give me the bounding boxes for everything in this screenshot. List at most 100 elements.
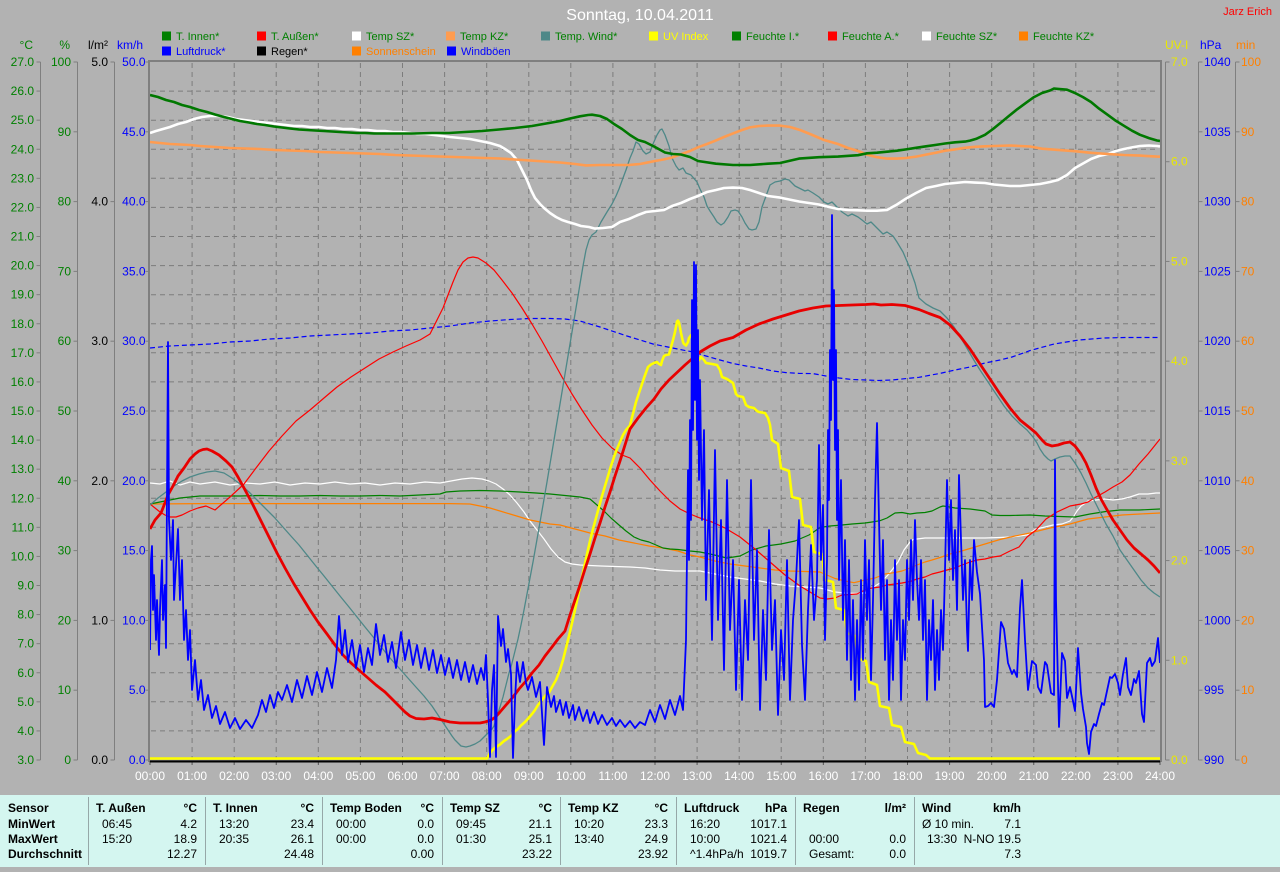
svg-text:%: % xyxy=(59,38,70,52)
svg-text:1000: 1000 xyxy=(1204,613,1231,627)
svg-text:02:00: 02:00 xyxy=(219,769,249,783)
svg-text:23:00: 23:00 xyxy=(1103,769,1133,783)
svg-text:0.0: 0.0 xyxy=(417,817,434,831)
svg-text:18:00: 18:00 xyxy=(892,769,922,783)
svg-text:12.27: 12.27 xyxy=(167,847,197,861)
svg-text:3.0: 3.0 xyxy=(1171,454,1188,468)
svg-text:01:00: 01:00 xyxy=(177,769,207,783)
svg-text:Feuchte KZ*: Feuchte KZ* xyxy=(1033,31,1095,43)
svg-text:4.0: 4.0 xyxy=(17,724,34,738)
svg-text:50: 50 xyxy=(58,404,72,418)
svg-text:10.0: 10.0 xyxy=(122,613,146,627)
svg-text:l/m²: l/m² xyxy=(885,801,906,815)
svg-text:1010: 1010 xyxy=(1204,474,1231,488)
svg-text:0.0: 0.0 xyxy=(417,832,434,846)
svg-text:90: 90 xyxy=(58,125,72,139)
svg-text:10: 10 xyxy=(1241,683,1255,697)
svg-text:3.0: 3.0 xyxy=(17,753,34,767)
svg-text:21.0: 21.0 xyxy=(11,230,35,244)
svg-text:min: min xyxy=(1236,38,1255,52)
svg-text:l/m²: l/m² xyxy=(88,38,108,52)
svg-text:26.1: 26.1 xyxy=(291,832,315,846)
svg-text:12:00: 12:00 xyxy=(640,769,670,783)
svg-text:Ø 10 min.: Ø 10 min. xyxy=(922,817,974,831)
svg-text:5.0: 5.0 xyxy=(129,683,146,697)
svg-text:00:00: 00:00 xyxy=(809,832,839,846)
svg-text:2.0: 2.0 xyxy=(91,474,108,488)
svg-text:30.0: 30.0 xyxy=(122,334,146,348)
svg-text:24.48: 24.48 xyxy=(284,847,314,861)
svg-text:0: 0 xyxy=(1241,753,1248,767)
svg-text:07:00: 07:00 xyxy=(430,769,460,783)
svg-text:7.3: 7.3 xyxy=(1004,847,1021,861)
svg-text:40.0: 40.0 xyxy=(122,195,146,209)
svg-text:MaxWert: MaxWert xyxy=(8,832,58,846)
svg-text:Temp SZ: Temp SZ xyxy=(450,801,500,815)
svg-text:UV-I: UV-I xyxy=(1165,38,1188,52)
svg-text:1017.1: 1017.1 xyxy=(750,817,787,831)
svg-text:26.0: 26.0 xyxy=(11,84,35,98)
svg-text:04:00: 04:00 xyxy=(303,769,333,783)
svg-text:19.0: 19.0 xyxy=(11,288,35,302)
svg-text:Feuchte A.*: Feuchte A.* xyxy=(842,31,900,43)
svg-text:4.2: 4.2 xyxy=(180,817,197,831)
svg-text:T. Innen: T. Innen xyxy=(213,801,258,815)
svg-text:Jarz Erich: Jarz Erich xyxy=(1223,6,1272,18)
svg-text:Wind: Wind xyxy=(922,801,951,815)
svg-text:20: 20 xyxy=(58,613,72,627)
svg-text:20.0: 20.0 xyxy=(122,474,146,488)
svg-text:25.0: 25.0 xyxy=(11,113,35,127)
svg-text:15.0: 15.0 xyxy=(122,544,146,558)
svg-text:1025: 1025 xyxy=(1204,264,1231,278)
svg-text:Temp KZ: Temp KZ xyxy=(568,801,618,815)
svg-text:17:00: 17:00 xyxy=(850,769,880,783)
svg-text:18.0: 18.0 xyxy=(11,317,35,331)
svg-text:990: 990 xyxy=(1204,753,1224,767)
svg-text:24.0: 24.0 xyxy=(11,142,35,156)
svg-text:10:00: 10:00 xyxy=(690,832,720,846)
svg-text:16:00: 16:00 xyxy=(808,769,838,783)
svg-text:19:00: 19:00 xyxy=(935,769,965,783)
svg-text:Feuchte I.*: Feuchte I.* xyxy=(746,31,800,43)
svg-text:23.22: 23.22 xyxy=(522,847,552,861)
svg-text:hPa: hPa xyxy=(765,801,787,815)
svg-text:60: 60 xyxy=(1241,334,1255,348)
svg-text:80: 80 xyxy=(58,195,72,209)
svg-text:1.0: 1.0 xyxy=(1171,653,1188,667)
svg-text:1019.7: 1019.7 xyxy=(750,847,787,861)
svg-text:16.0: 16.0 xyxy=(11,375,35,389)
svg-text:UV Index: UV Index xyxy=(663,31,709,43)
svg-text:24.9: 24.9 xyxy=(645,832,669,846)
svg-text:7.0: 7.0 xyxy=(1171,55,1188,69)
svg-text:^1.4hPa/h: ^1.4hPa/h xyxy=(690,847,744,861)
svg-text:0.0: 0.0 xyxy=(889,832,906,846)
svg-text:01:30: 01:30 xyxy=(456,832,486,846)
svg-text:21:00: 21:00 xyxy=(1019,769,1049,783)
svg-text:06:45: 06:45 xyxy=(102,817,132,831)
svg-text:09:00: 09:00 xyxy=(514,769,544,783)
svg-text:Durchschnitt: Durchschnitt xyxy=(8,847,82,861)
svg-text:2.0: 2.0 xyxy=(1171,554,1188,568)
svg-text:70: 70 xyxy=(58,264,72,278)
svg-text:Temp SZ*: Temp SZ* xyxy=(366,31,415,43)
svg-text:km/h: km/h xyxy=(993,801,1021,815)
svg-text:10:20: 10:20 xyxy=(574,817,604,831)
svg-text:23.3: 23.3 xyxy=(645,817,669,831)
svg-text:24:00: 24:00 xyxy=(1145,769,1175,783)
svg-text:05:00: 05:00 xyxy=(345,769,375,783)
svg-text:20:35: 20:35 xyxy=(219,832,249,846)
svg-text:20.0: 20.0 xyxy=(11,259,35,273)
svg-text:1005: 1005 xyxy=(1204,544,1231,558)
svg-text:30: 30 xyxy=(1241,544,1255,558)
svg-text:Temp Boden: Temp Boden xyxy=(330,801,402,815)
svg-text:Sonntag, 10.04.2011: Sonntag, 10.04.2011 xyxy=(566,7,713,24)
svg-text:9.0: 9.0 xyxy=(17,579,34,593)
svg-text:°C: °C xyxy=(421,801,435,815)
svg-text:00:00: 00:00 xyxy=(135,769,165,783)
svg-text:25.1: 25.1 xyxy=(529,832,553,846)
svg-text:°C: °C xyxy=(655,801,669,815)
svg-text:4.0: 4.0 xyxy=(1171,354,1188,368)
svg-text:0.00: 0.00 xyxy=(411,847,435,861)
svg-text:T. Außen: T. Außen xyxy=(96,801,146,815)
svg-text:03:00: 03:00 xyxy=(261,769,291,783)
